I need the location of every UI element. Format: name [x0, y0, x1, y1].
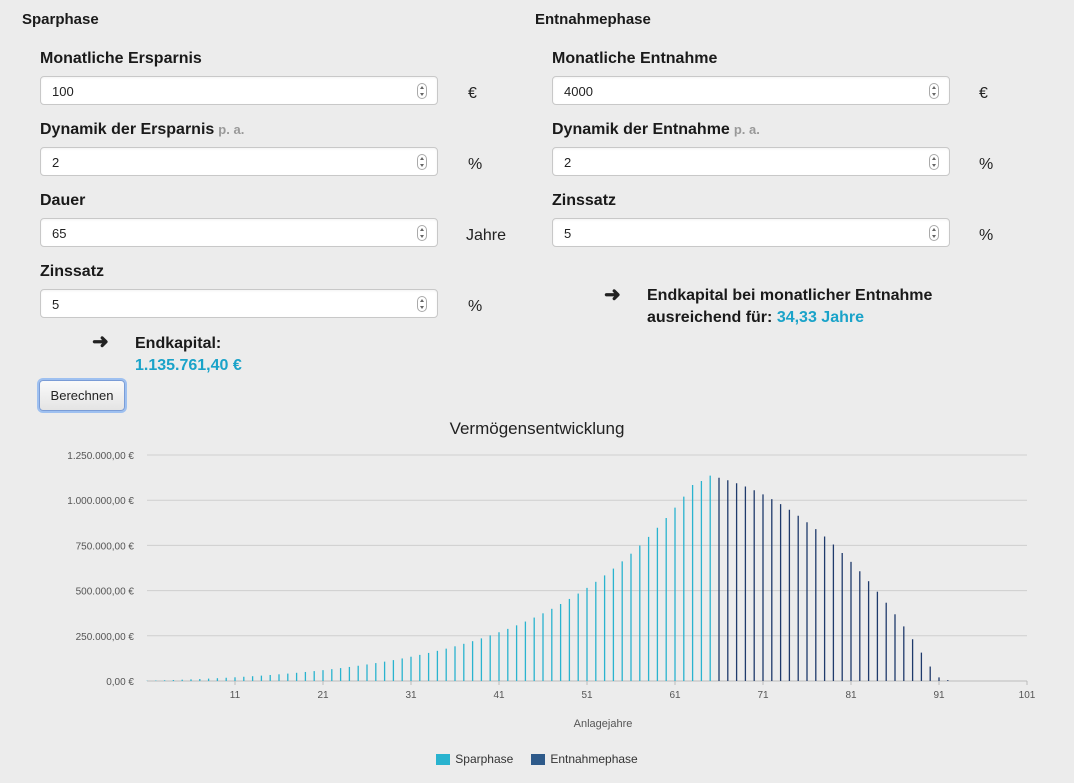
monthly-withdrawal-unit: € [979, 85, 988, 102]
saving-dynamics-label-text: Dynamik der Ersparnis [40, 121, 215, 138]
x-axis-label: Anlagejahre [574, 718, 633, 730]
withdrawal-phase-title: Entnahmephase [535, 11, 651, 28]
y-tick-label: 1.250.000,00 € [67, 451, 134, 462]
withdrawal-dynamics-label: Dynamik der Entnahme p. a. [552, 121, 760, 139]
withdrawal-dynamics-unit: % [979, 156, 994, 173]
x-tick-label: 91 [933, 690, 945, 701]
y-tick-label: 1.000.000,00 € [67, 496, 134, 507]
withdrawal-result-line2-wrap: ausreichend für: 34,33 Jahre [647, 307, 932, 329]
y-tick-label: 250.000,00 € [76, 632, 135, 643]
legend-item-withdrawal[interactable]: Entnahmephase [531, 752, 638, 766]
saving-result-label: Endkapital: [135, 335, 222, 352]
saving-dynamics-unit: % [468, 156, 483, 173]
x-tick-label: 31 [405, 690, 417, 701]
saving-dynamics-value: 2 [52, 155, 60, 170]
y-tick-label: 0,00 € [106, 677, 134, 688]
monthly-saving-input[interactable]: 100 [40, 76, 438, 105]
saving-rate-label: Zinssatz [40, 263, 105, 280]
spinner-icon[interactable] [929, 83, 939, 99]
saving-rate-unit: % [468, 298, 483, 315]
saving-dynamics-label: Dynamik der Ersparnis p. a. [40, 121, 244, 139]
saving-rate-value: 5 [52, 297, 60, 312]
saving-result-value: 1.135.761,40 € [135, 357, 242, 374]
legend-swatch-saving [436, 753, 451, 765]
duration-unit: Jahre [466, 227, 507, 244]
x-tick-label: 71 [757, 690, 769, 701]
x-tick-label: 41 [493, 690, 505, 701]
x-tick-label: 101 [1019, 690, 1036, 701]
withdrawal-rate-input[interactable]: 5 [552, 218, 950, 247]
x-tick-label: 61 [669, 690, 681, 701]
arrow-right-icon: ➜ [604, 284, 621, 306]
duration-input[interactable]: 65 [40, 218, 438, 247]
withdrawal-rate-unit: % [979, 227, 994, 244]
monthly-withdrawal-label: Monatliche Entnahme [552, 50, 718, 67]
withdrawal-result: Endkapital bei monatlicher Entnahme ausr… [647, 285, 932, 329]
chart-legend: Sparphase Entnahmephase [0, 752, 1074, 766]
arrow-right-icon: ➜ [92, 331, 109, 353]
chart-title: Vermögensentwicklung [449, 419, 625, 438]
legend-label-withdrawal: Entnahmephase [550, 752, 638, 766]
monthly-saving-value: 100 [52, 84, 74, 99]
withdrawal-dynamics-suffix: p. a. [733, 122, 760, 137]
withdrawal-rate-value: 5 [564, 226, 572, 241]
duration-value: 65 [52, 226, 67, 241]
monthly-withdrawal-value: 4000 [564, 84, 593, 99]
x-tick-label: 11 [230, 690, 241, 701]
withdrawal-dynamics-label-text: Dynamik der Entnahme [552, 121, 730, 138]
x-tick-label: 81 [845, 690, 857, 701]
saving-phase-title: Sparphase [22, 11, 99, 28]
withdrawal-result-line2: ausreichend für: [647, 309, 773, 326]
calculate-button[interactable]: Berechnen [39, 380, 125, 411]
withdrawal-dynamics-input[interactable]: 2 [552, 147, 950, 176]
y-tick-label: 750.000,00 € [76, 541, 135, 552]
spinner-icon[interactable] [417, 83, 427, 99]
spinner-icon[interactable] [929, 225, 939, 241]
withdrawal-result-line1: Endkapital bei monatlicher Entnahme [647, 287, 933, 304]
x-tick-label: 51 [581, 690, 593, 701]
legend-label-saving: Sparphase [455, 752, 514, 766]
saving-dynamics-suffix: p. a. [218, 122, 245, 137]
y-tick-label: 500.000,00 € [76, 587, 135, 598]
spinner-icon[interactable] [417, 154, 427, 170]
monthly-saving-unit: € [468, 85, 477, 102]
duration-label: Dauer [40, 192, 86, 209]
saving-dynamics-input[interactable]: 2 [40, 147, 438, 176]
x-tick-label: 21 [317, 690, 329, 701]
withdrawal-result-value: 34,33 Jahre [776, 309, 864, 326]
spinner-icon[interactable] [417, 225, 427, 241]
spinner-icon[interactable] [929, 154, 939, 170]
legend-item-saving[interactable]: Sparphase [436, 752, 513, 766]
legend-swatch-withdrawal [531, 753, 546, 765]
withdrawal-dynamics-value: 2 [564, 155, 572, 170]
withdrawal-rate-label: Zinssatz [552, 192, 617, 209]
spinner-icon[interactable] [417, 296, 427, 312]
saving-rate-input[interactable]: 5 [40, 289, 438, 318]
monthly-saving-label: Monatliche Ersparnis [40, 50, 202, 67]
monthly-withdrawal-input[interactable]: 4000 [552, 76, 950, 105]
wealth-chart: 0,00 € 250.000,00 € 500.000,00 € 750.000,00… [67, 451, 1036, 730]
